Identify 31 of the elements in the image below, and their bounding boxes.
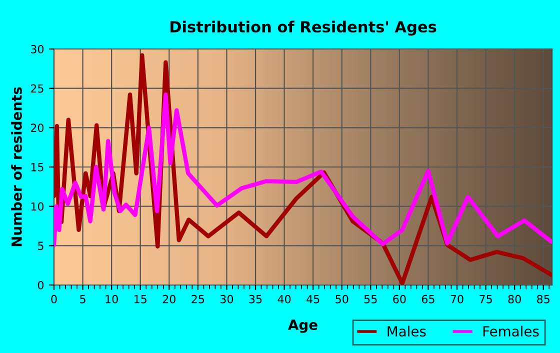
x-tick-label: 75 [480, 295, 492, 304]
y-tick-label: 15 [31, 163, 44, 172]
y-tick-label: 10 [31, 202, 44, 211]
x-tick-label: 0 [51, 294, 57, 304]
x-tick-label: 65 [422, 294, 434, 304]
x-tick-label: 55 [364, 295, 377, 304]
x-tick-label: 45 [306, 295, 320, 304]
legend-label: Females [483, 326, 539, 337]
x-axis-title: Age [288, 320, 318, 333]
x-tick-label: 35 [249, 294, 262, 304]
x-tick-label: 20 [162, 294, 176, 304]
x-tick-label: 30 [220, 294, 234, 304]
x-tick-label: 25 [192, 294, 204, 304]
y-tick-label: 20 [30, 124, 44, 132]
x-tick-label: 15 [134, 295, 146, 304]
y-tick-label: 5 [38, 242, 44, 250]
y-tick-label: 30 [30, 44, 44, 54]
x-tick-label: 85 [537, 294, 550, 304]
x-tick-label: 70 [450, 294, 464, 304]
x-tick-label: 80 [508, 294, 521, 304]
x-tick-label: 5 [80, 295, 86, 304]
x-tick-label: 60 [393, 294, 406, 304]
y-tick-label: 25 [30, 84, 44, 93]
y-axis-title: Number of residents [11, 87, 22, 246]
y-tick-label: 0 [38, 280, 44, 290]
legend-label: Males [388, 326, 426, 337]
line-series [54, 92, 552, 247]
x-tick-label: 50 [336, 294, 348, 304]
x-tick-label: 40 [278, 294, 291, 304]
chart-title: Distribution of Residents' Ages [170, 20, 436, 36]
x-tick-label: 10 [106, 294, 118, 304]
